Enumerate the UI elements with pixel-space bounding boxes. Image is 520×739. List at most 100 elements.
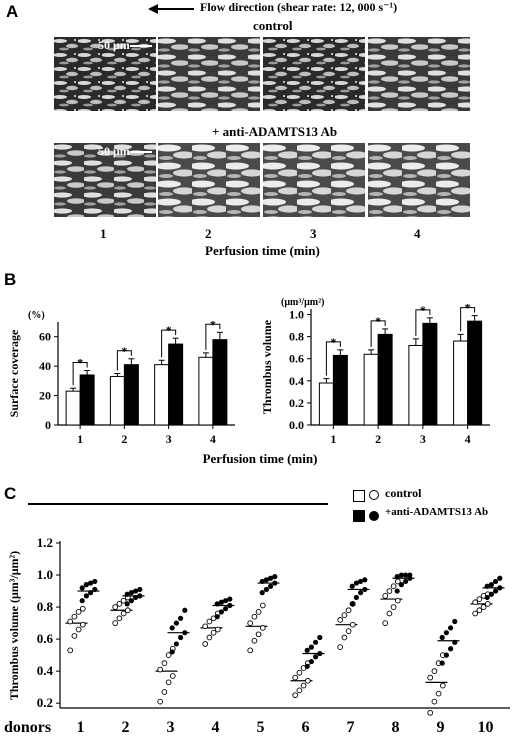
scatter-point-control xyxy=(382,593,389,599)
scatter-point-anti xyxy=(317,650,323,657)
scatter-point-control xyxy=(382,620,389,626)
scatter-point-control xyxy=(157,666,164,673)
scatter-point-control xyxy=(341,634,348,641)
scatter-point-anti xyxy=(439,634,445,641)
surface-coverage-x-tick-label: 4 xyxy=(210,432,216,446)
surface-coverage-y-tick-label: 60 xyxy=(39,330,51,344)
scatter-point-anti xyxy=(443,652,449,658)
scatter-point-control xyxy=(120,610,127,617)
panel-b-letter: B xyxy=(4,270,17,289)
time-tick-3: 3 xyxy=(310,226,317,241)
scatter-point-anti xyxy=(317,634,323,641)
scatter-point-anti xyxy=(403,578,409,585)
thrombus-volume-y-tick-label: 0.2 xyxy=(289,396,304,410)
scatter-point-control xyxy=(75,609,82,615)
scatter-point-anti xyxy=(448,646,454,652)
thrombus-volume-x-tick-label: 1 xyxy=(330,432,336,446)
scatter-point-anti xyxy=(259,590,265,596)
legend-anti-label: +anti-ADAMTS13 Ab xyxy=(385,506,489,518)
scatter-point-anti xyxy=(272,574,278,580)
surface-coverage-y-unit: (%) xyxy=(28,310,45,321)
scatter-point-control xyxy=(296,669,303,676)
surface-coverage-significance-bracket xyxy=(205,323,221,350)
surface-coverage-y-tick-label: 20 xyxy=(39,389,51,403)
scatter-point-control xyxy=(300,682,307,689)
flow-direction-label: Flow direction (shear rate: 12, 000 s⁻¹) xyxy=(200,0,398,14)
scatter-point-anti xyxy=(484,594,490,601)
micrograph-anti-3 xyxy=(263,143,365,217)
scatter-point-anti xyxy=(488,591,494,597)
scatter-point-anti xyxy=(169,625,175,631)
thrombus-volume-bar-control xyxy=(453,340,469,426)
scatter-point-anti xyxy=(268,583,274,589)
scatter-point-anti xyxy=(214,614,220,620)
scatter-point-anti xyxy=(394,588,400,594)
thrombus-volume-y-unit: (μm³/μm²) xyxy=(281,297,324,308)
scatter-point-anti xyxy=(263,577,269,583)
surface-coverage-significance-star: * xyxy=(121,344,127,358)
scatter-point-anti xyxy=(182,607,188,613)
thrombus-volume-significance-star: * xyxy=(330,335,336,349)
thrombus-volume-x-tick-label: 2 xyxy=(375,432,381,446)
scatter-point-control xyxy=(390,604,397,610)
scatter-point-control xyxy=(259,625,266,631)
scatter-point-anti xyxy=(497,585,503,591)
scatter-point-control xyxy=(292,674,299,681)
thrombus-volume-significance-bracket xyxy=(460,307,476,332)
time-tick-1: 1 xyxy=(100,226,107,241)
scatter-point-control xyxy=(296,687,303,694)
thrombus-volume-y-tick-label: 0.6 xyxy=(289,352,304,366)
scatter-point-control xyxy=(390,583,397,590)
scatter-point-anti xyxy=(313,654,319,660)
legend-control-circle-icon xyxy=(369,490,379,500)
thrombus-volume-y-tick-label: 0.8 xyxy=(289,330,304,344)
scatter-point-anti xyxy=(484,583,490,589)
scatter-point-control xyxy=(165,679,172,686)
thrombus-volume-significance-star: * xyxy=(465,301,471,315)
scatter-point-anti xyxy=(398,572,404,578)
scatter-point-anti xyxy=(182,630,188,636)
micrograph-control-4 xyxy=(368,37,470,111)
scatter-y-tick-label: 0.4 xyxy=(37,663,54,678)
surface-coverage-bar-anti xyxy=(212,339,228,426)
scatter-point-control xyxy=(292,692,299,699)
scatter-point-anti xyxy=(358,578,364,585)
legend: control +anti-ADAMTS13 Ab xyxy=(345,484,520,530)
scatter-point-control xyxy=(116,615,123,622)
scatter-point-anti xyxy=(128,590,134,596)
scatter-point-anti xyxy=(443,630,449,636)
scatter-point-control xyxy=(427,709,434,716)
scatter-point-anti xyxy=(493,588,499,594)
scatter-point-control xyxy=(484,601,491,607)
scatter-point-control xyxy=(71,613,78,620)
scatter-point-anti xyxy=(124,601,130,607)
scatter-point-anti xyxy=(493,578,499,585)
surface-coverage-significance-star: * xyxy=(77,356,83,370)
scatter-point-control xyxy=(75,626,82,633)
scatter-point-control xyxy=(112,620,119,626)
scatter-y-tick-label: 0.2 xyxy=(37,695,53,710)
scatter-point-anti xyxy=(272,580,278,586)
surface-coverage-significance-star: * xyxy=(210,317,216,331)
control-row-label: control xyxy=(253,18,293,33)
scatter-point-anti xyxy=(439,660,445,666)
surface-coverage-x-tick-label: 3 xyxy=(166,432,172,446)
surface-coverage-bar-control xyxy=(109,375,125,426)
scatter-x-tick-label: 1 xyxy=(77,719,85,736)
scatter-point-control xyxy=(161,660,168,666)
scatter-point-anti xyxy=(362,586,368,593)
scatter-point-anti xyxy=(218,599,224,605)
surface-coverage-bar-control xyxy=(154,364,170,426)
thrombus-volume-significance-bracket xyxy=(325,341,341,376)
scatter-point-anti xyxy=(137,593,143,599)
scatter-point-anti xyxy=(452,618,458,625)
scatter-point-anti xyxy=(448,625,454,631)
scatter-point-control xyxy=(169,673,176,679)
surface-coverage-y-axis-title: Surface coverage xyxy=(7,329,21,417)
time-tick-4: 4 xyxy=(414,226,421,241)
thrombus-volume-bar-anti xyxy=(332,354,348,426)
scatter-point-control xyxy=(124,607,131,614)
legend-anti-circle-icon xyxy=(369,511,379,521)
micrograph-control-3 xyxy=(263,37,365,111)
scatter-point-control xyxy=(79,621,86,628)
